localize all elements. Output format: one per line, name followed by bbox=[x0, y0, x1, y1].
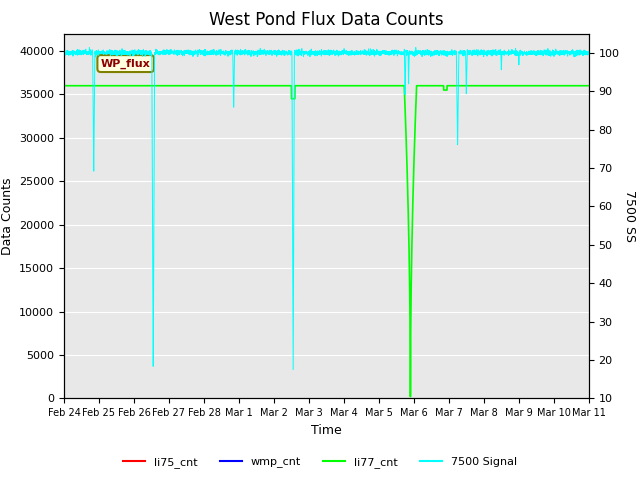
Y-axis label: 7500 SS: 7500 SS bbox=[623, 190, 636, 242]
Title: West Pond Flux Data Counts: West Pond Flux Data Counts bbox=[209, 11, 444, 29]
Legend: li75_cnt, wmp_cnt, li77_cnt, 7500 Signal: li75_cnt, wmp_cnt, li77_cnt, 7500 Signal bbox=[118, 452, 522, 472]
X-axis label: Time: Time bbox=[311, 424, 342, 437]
Y-axis label: Data Counts: Data Counts bbox=[1, 177, 13, 255]
Text: WP_flux: WP_flux bbox=[100, 59, 150, 69]
